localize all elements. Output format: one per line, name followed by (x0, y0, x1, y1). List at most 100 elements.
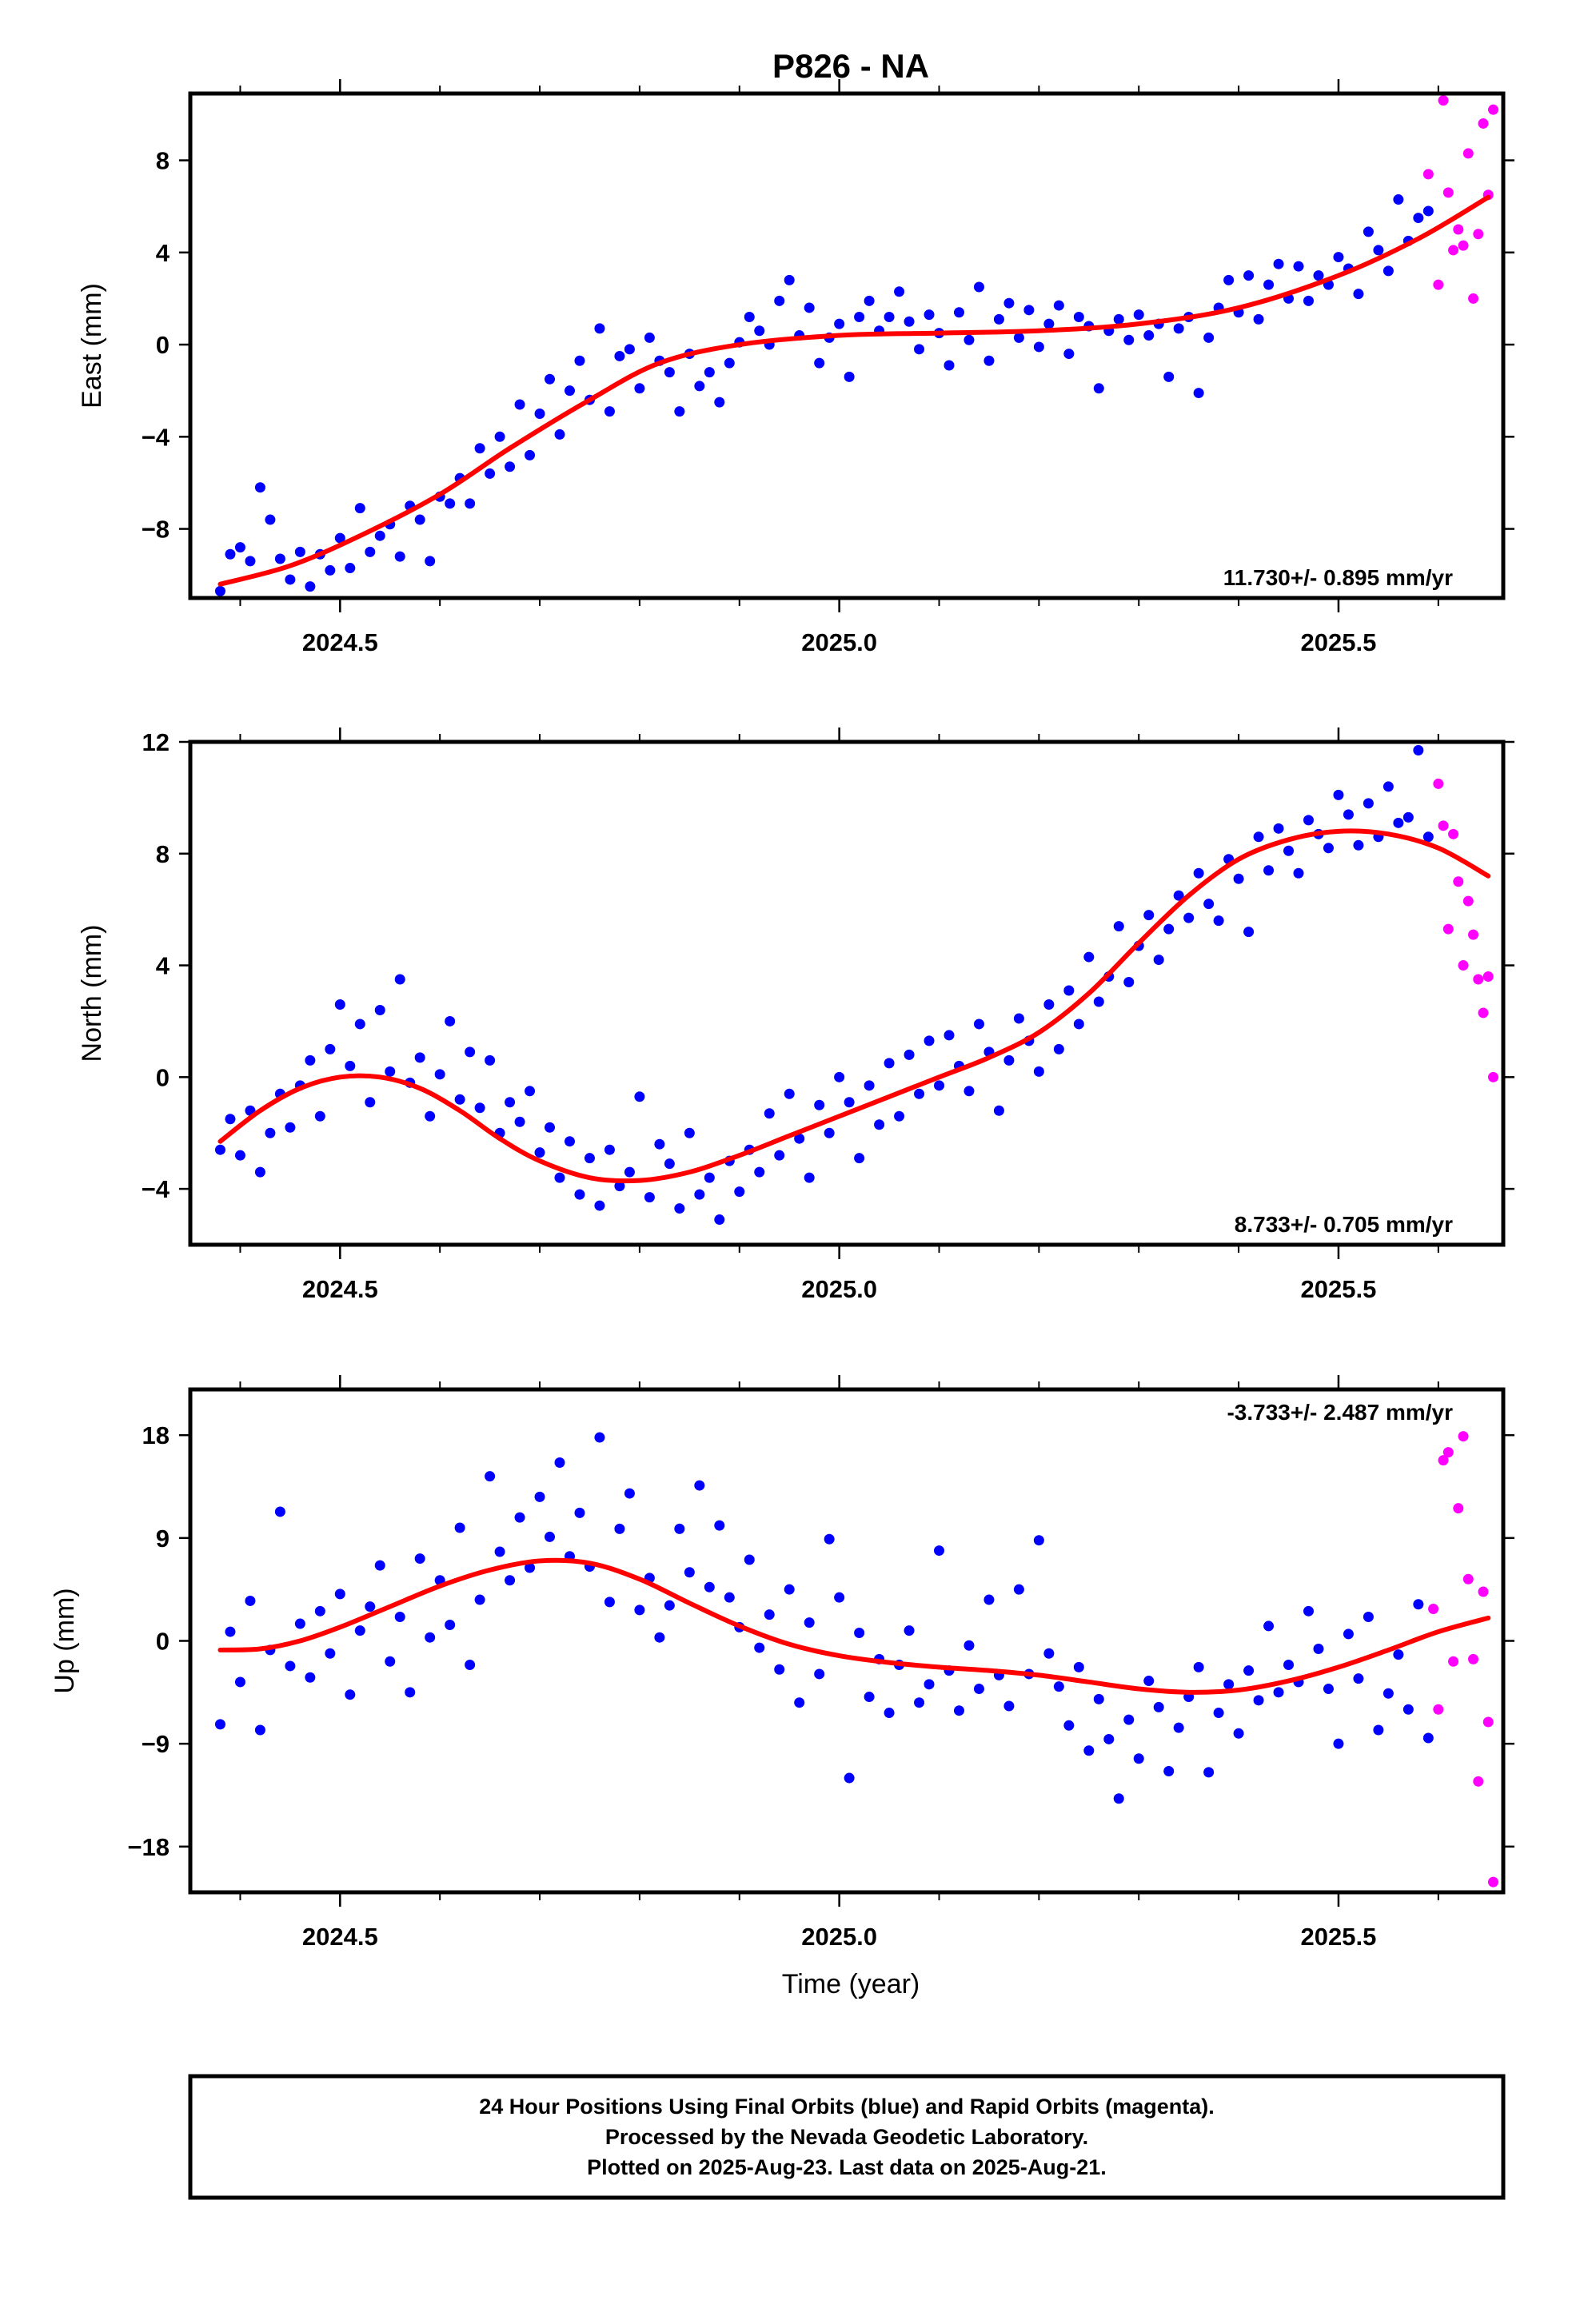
panel-up: 2024.5 2025.0 2025.5 −18 −9 0 9 18 Up (mm) -3.733… (50, 1375, 1514, 1951)
north-rate-label: 8.733+/- 0.705 mm/yr (1235, 1212, 1453, 1237)
east-final-point (944, 360, 955, 371)
north-final-point (614, 1181, 625, 1192)
north-final-point (754, 1166, 765, 1178)
north-final-point (814, 1099, 825, 1110)
east-final-point (1422, 205, 1434, 217)
north-final-point (964, 1086, 975, 1097)
east-final-point (1293, 261, 1304, 272)
up-final-point (844, 1772, 855, 1784)
up-final-point (1133, 1753, 1144, 1764)
north-final-point (864, 1080, 875, 1091)
north-final-point (254, 1166, 265, 1178)
east-final-point (574, 355, 585, 366)
up-final-point (654, 1632, 665, 1643)
east-final-point (445, 498, 456, 509)
north-final-point (1273, 823, 1284, 834)
up-final-point (254, 1724, 265, 1736)
up-final-point (953, 1705, 964, 1716)
up-final-point (804, 1617, 815, 1628)
east-final-point (1003, 297, 1015, 309)
up-y-axis-label: Up (mm) (50, 1588, 80, 1693)
north-rapid-point (1482, 971, 1494, 983)
east-final-point (924, 309, 935, 321)
up-final-point (884, 1708, 895, 1719)
north-final-point (914, 1088, 925, 1099)
up-data (214, 1431, 1499, 1888)
north-final-point (1053, 1043, 1064, 1054)
north-final-point (894, 1110, 905, 1122)
east-final-point (305, 581, 316, 592)
east-final-point (474, 443, 485, 454)
east-final-point (714, 397, 725, 408)
north-final-point (574, 1189, 585, 1200)
panel-north: 2024.5 2025.0 2025.5 −4 0 4 8 12 North (mm) 8.733… (77, 727, 1514, 1303)
east-final-point (1203, 332, 1215, 343)
east-final-point (664, 367, 675, 378)
east-final-point (973, 281, 984, 293)
north-x-tick-label: 2025.5 (1301, 1275, 1377, 1303)
east-final-point (1053, 300, 1064, 311)
east-final-point (1223, 274, 1235, 285)
up-final-point (294, 1618, 305, 1629)
east-final-point (514, 399, 525, 410)
north-x-tick-label: 2025.0 (801, 1275, 877, 1303)
up-rapid-point (1473, 1776, 1484, 1787)
up-final-point (314, 1605, 325, 1616)
up-rapid-point (1428, 1603, 1439, 1614)
caption-line-3: Plotted on 2025-Aug-23. Last data on 202… (587, 2155, 1107, 2179)
east-final-point (245, 556, 256, 567)
east-rapid-point (1462, 148, 1474, 159)
east-final-point (494, 431, 505, 442)
north-final-point (1213, 915, 1224, 927)
north-final-point (884, 1058, 895, 1069)
north-final-point (234, 1150, 245, 1161)
up-final-point (1253, 1695, 1264, 1706)
east-final-point (1033, 341, 1044, 353)
east-final-point (285, 574, 296, 585)
up-final-point (764, 1609, 775, 1620)
north-fit-curve (217, 828, 1491, 1184)
east-final-point (1193, 388, 1204, 399)
east-rapid-point (1422, 169, 1434, 180)
north-final-point (1183, 912, 1195, 923)
north-final-point (1253, 831, 1264, 843)
east-final-point (634, 383, 645, 394)
north-final-point (1422, 831, 1434, 843)
up-rapid-point (1488, 1876, 1499, 1888)
north-rapid-point (1478, 1007, 1489, 1018)
east-final-point (254, 482, 265, 493)
north-final-point (1413, 744, 1424, 755)
north-x-tick-label: 2024.5 (302, 1275, 378, 1303)
up-rapid-point (1442, 1447, 1454, 1458)
north-final-point (794, 1133, 805, 1144)
north-final-point (1323, 843, 1334, 854)
x-axis-label: Time (year) (782, 1969, 920, 1999)
east-final-point (604, 406, 615, 417)
up-final-point (1373, 1724, 1384, 1736)
up-final-point (694, 1480, 705, 1491)
east-rapid-point (1468, 293, 1479, 304)
east-final-point (354, 503, 365, 514)
up-frame (188, 1387, 1506, 1895)
east-final-point (365, 546, 376, 557)
north-final-point (225, 1114, 236, 1125)
east-final-point (294, 546, 305, 557)
north-final-point (684, 1127, 695, 1138)
up-final-point (1313, 1644, 1324, 1655)
north-final-point (1263, 865, 1275, 876)
east-final-point (774, 295, 785, 306)
north-final-point (374, 1004, 385, 1015)
caption-box (188, 2074, 1506, 2200)
east-final-point (1413, 213, 1424, 224)
up-final-point (1013, 1584, 1024, 1595)
north-rapid-point (1438, 820, 1449, 831)
up-final-point (374, 1560, 385, 1571)
north-final-point (1173, 890, 1184, 901)
north-final-point (1093, 996, 1104, 1007)
east-y-tick-label: −4 (142, 423, 170, 451)
east-fit-curve (217, 194, 1491, 587)
east-final-point (1013, 332, 1024, 343)
north-final-point (1063, 985, 1075, 996)
east-final-point (784, 274, 795, 285)
